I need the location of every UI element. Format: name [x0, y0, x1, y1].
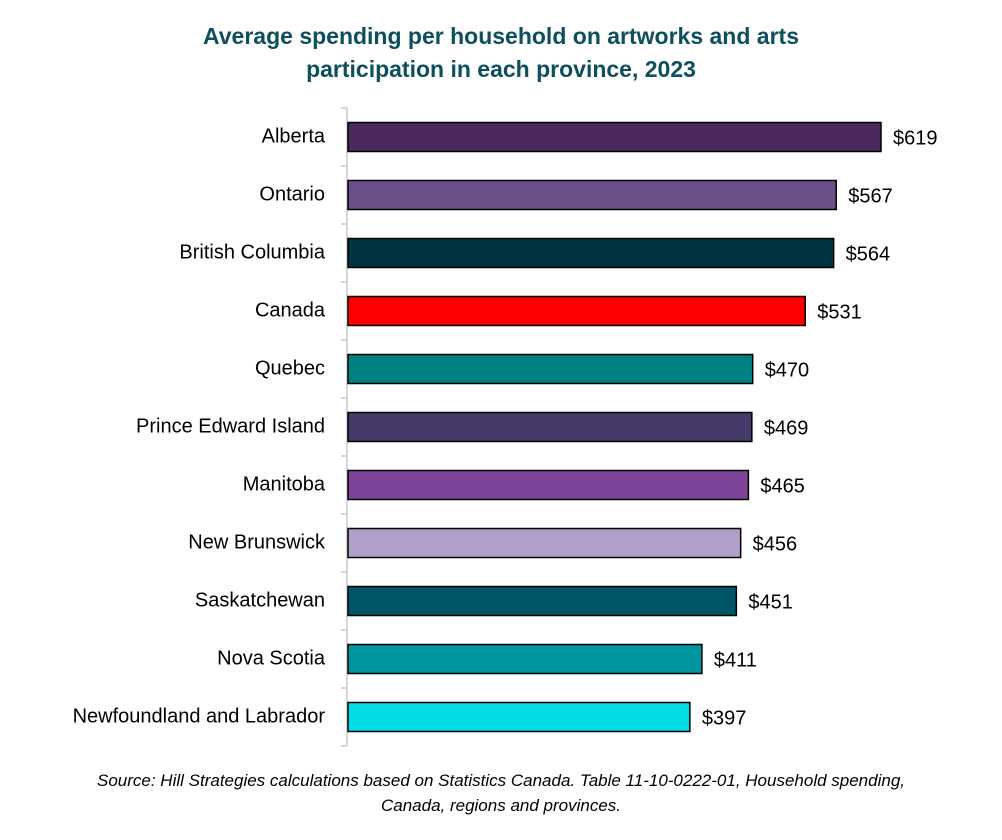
bar [347, 237, 835, 269]
category-label: Alberta [262, 125, 326, 147]
data-label: $465 [760, 475, 805, 497]
category-label: Saskatchewan [195, 589, 325, 611]
data-label: $397 [702, 707, 747, 729]
data-label: $531 [817, 301, 862, 323]
bar [347, 469, 750, 501]
category-label: Quebec [255, 357, 325, 379]
category-label: Ontario [259, 183, 325, 205]
bar [347, 121, 882, 153]
data-label: $469 [764, 417, 809, 439]
chart-title: Average spending per household on artwor… [0, 20, 1002, 86]
category-label: Canada [255, 299, 326, 321]
data-label: $411 [714, 649, 757, 671]
source-line-2: Canada, regions and provinces. [380, 796, 622, 815]
data-label: $619 [893, 127, 938, 149]
bar [347, 179, 837, 211]
data-label: $470 [765, 359, 810, 381]
source-line-1: Source: Hill Strategies calculations bas… [97, 771, 905, 790]
category-label: British Columbia [179, 241, 325, 263]
chart-source-note: Source: Hill Strategies calculations bas… [0, 768, 1002, 818]
bar [347, 411, 753, 443]
bar [347, 701, 691, 733]
bar [347, 585, 738, 617]
data-label: $567 [848, 185, 893, 207]
category-label: New Brunswick [188, 531, 326, 553]
category-label: Nova Scotia [217, 647, 326, 669]
chart-title-line-2: participation in each province, 2023 [306, 56, 696, 82]
chart-title-line-1: Average spending per household on artwor… [203, 23, 799, 49]
bar [347, 643, 703, 675]
data-label: $451 [748, 591, 793, 613]
category-label: Prince Edward Island [136, 415, 325, 437]
data-label: $564 [846, 243, 891, 265]
bar [347, 353, 754, 385]
bar [347, 527, 742, 559]
category-label: Newfoundland and Labrador [73, 705, 326, 727]
bar [347, 295, 806, 327]
category-label: Manitoba [243, 473, 326, 495]
data-label: $456 [753, 533, 798, 555]
